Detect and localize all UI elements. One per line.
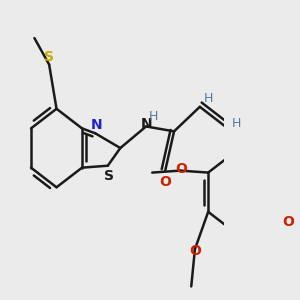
Text: O: O <box>189 244 201 258</box>
Text: H: H <box>204 92 213 106</box>
Text: H: H <box>149 110 158 123</box>
Text: O: O <box>176 162 188 176</box>
Text: N: N <box>140 118 152 131</box>
Text: S: S <box>44 50 54 64</box>
Text: O: O <box>282 214 294 229</box>
Text: S: S <box>104 169 114 182</box>
Text: H: H <box>232 117 241 130</box>
Text: N: N <box>91 118 103 133</box>
Text: O: O <box>159 176 171 189</box>
